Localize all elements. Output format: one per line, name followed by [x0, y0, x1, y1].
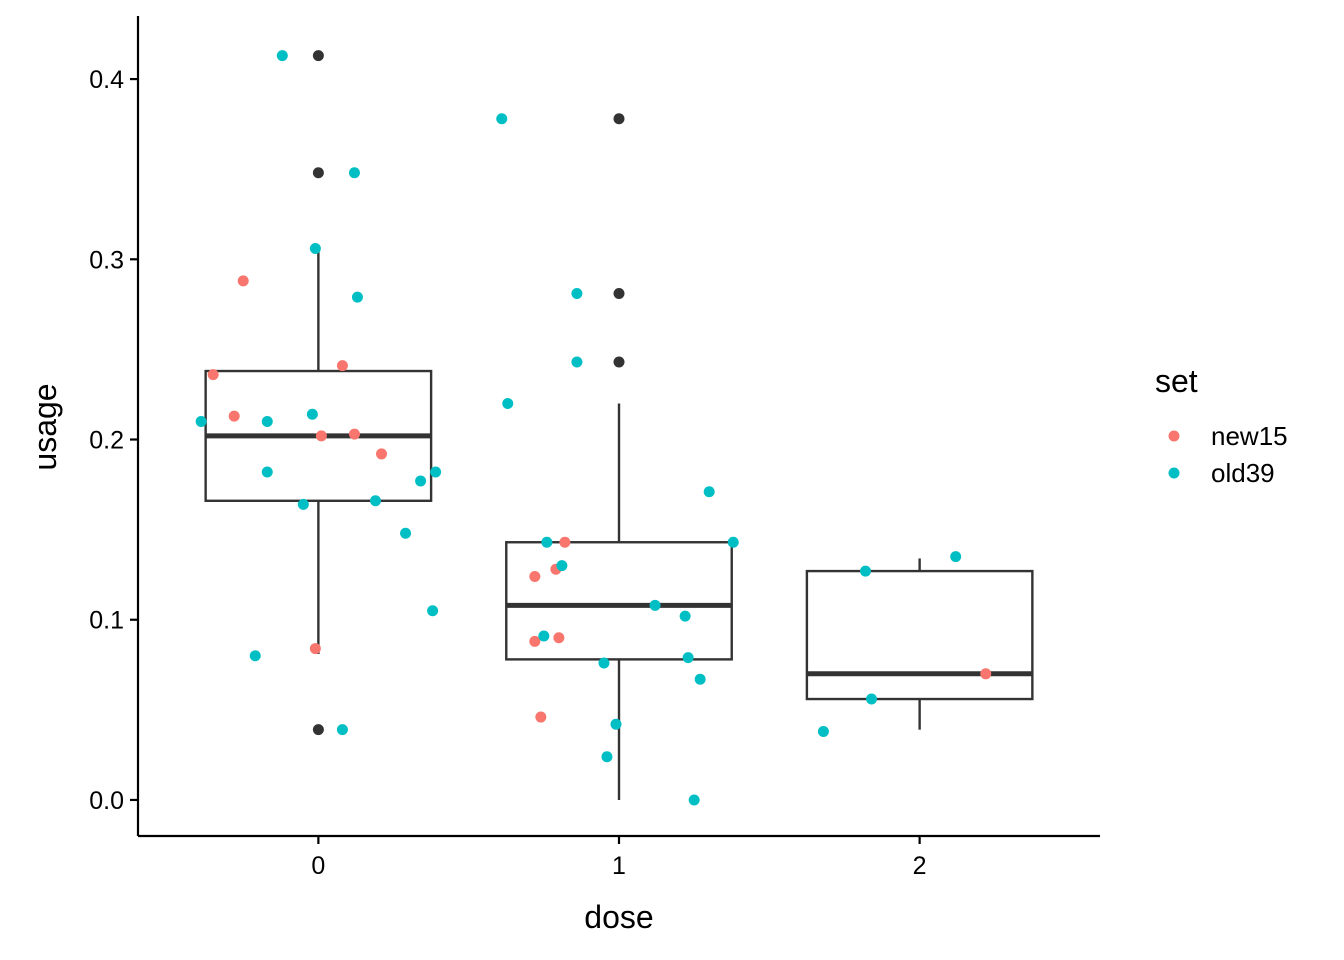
box-group-dose-2	[805, 558, 1034, 730]
box-group-dose-0	[204, 50, 433, 736]
data-point-old39	[261, 415, 273, 427]
x-tick-label: 1	[612, 852, 626, 880]
outlier-point	[312, 50, 324, 62]
data-point-new15	[529, 570, 541, 582]
series-old39	[195, 50, 962, 806]
x-tick-label: 2	[913, 852, 927, 880]
outlier-point	[613, 356, 625, 368]
legend-label: old39	[1211, 458, 1275, 488]
data-point-old39	[502, 397, 514, 409]
series-new15	[207, 275, 992, 723]
data-point-old39	[369, 495, 381, 507]
data-point-old39	[415, 475, 427, 487]
y-axis-title: usage	[27, 383, 63, 470]
y-tick-label: 0.3	[89, 246, 124, 274]
data-point-old39	[541, 536, 553, 548]
box-group-dose-1	[505, 113, 733, 800]
data-point-old39	[351, 291, 363, 303]
legend-entry-new15: new15	[1168, 421, 1288, 451]
box-iqr	[805, 569, 1034, 701]
data-point-old39	[688, 794, 700, 806]
data-point-old39	[297, 498, 309, 510]
data-point-new15	[348, 428, 360, 440]
data-point-new15	[559, 536, 571, 548]
data-point-old39	[195, 415, 207, 427]
legend-title: set	[1155, 363, 1198, 399]
legend-key-marker	[1168, 430, 1180, 442]
x-axis: 0 1 2	[138, 834, 1100, 880]
data-point-old39	[866, 693, 878, 705]
data-point-new15	[535, 711, 547, 723]
x-tick-label: 0	[311, 852, 325, 880]
data-point-new15	[315, 430, 327, 442]
legend: set new15 old39	[1155, 363, 1288, 488]
outlier-point	[312, 167, 324, 179]
data-point-old39	[860, 565, 872, 577]
data-point-old39	[682, 652, 694, 664]
plot-panel	[195, 50, 1034, 806]
data-point-old39	[950, 551, 962, 563]
data-point-new15	[237, 275, 249, 287]
legend-label: new15	[1211, 421, 1288, 451]
data-point-old39	[249, 650, 261, 662]
y-tick-label: 0.1	[89, 607, 124, 635]
data-point-old39	[601, 751, 613, 763]
data-point-old39	[649, 599, 661, 611]
outlier-point	[312, 724, 324, 736]
data-point-old39	[306, 408, 318, 420]
data-point-old39	[427, 605, 439, 617]
y-tick-label: 0.0	[89, 787, 124, 815]
data-point-new15	[228, 410, 240, 422]
legend-entry-old39: old39	[1168, 458, 1275, 488]
data-point-new15	[309, 643, 321, 655]
data-point-old39	[571, 288, 583, 300]
data-point-old39	[276, 50, 288, 62]
data-point-old39	[571, 356, 583, 368]
data-point-new15	[529, 635, 541, 647]
data-point-new15	[376, 448, 388, 460]
data-point-old39	[610, 718, 622, 730]
data-point-old39	[703, 486, 715, 498]
data-point-old39	[538, 630, 550, 642]
data-point-new15	[553, 632, 565, 644]
y-axis: 0.0 0.1 0.2 0.3 0.4	[89, 16, 140, 836]
data-point-old39	[694, 673, 706, 685]
data-point-old39	[430, 466, 442, 478]
data-point-old39	[727, 536, 739, 548]
data-point-old39	[679, 610, 691, 622]
data-point-old39	[400, 527, 412, 539]
data-point-old39	[309, 242, 321, 254]
y-tick-label: 0.4	[89, 66, 124, 94]
y-tick-label: 0.2	[89, 427, 124, 455]
legend-entries: new15 old39	[1168, 421, 1288, 488]
data-point-old39	[261, 466, 273, 478]
data-point-old39	[348, 167, 360, 179]
data-point-old39	[556, 560, 568, 572]
data-point-old39	[598, 657, 610, 669]
data-point-old39	[817, 725, 829, 737]
data-point-new15	[980, 668, 992, 680]
data-point-new15	[207, 369, 219, 381]
data-point-old39	[336, 724, 348, 736]
x-axis-title: dose	[584, 899, 653, 935]
outlier-point	[613, 288, 625, 300]
legend-key-marker	[1168, 467, 1180, 479]
outlier-point	[613, 113, 625, 125]
data-point-old39	[496, 113, 508, 125]
data-point-new15	[336, 360, 348, 372]
